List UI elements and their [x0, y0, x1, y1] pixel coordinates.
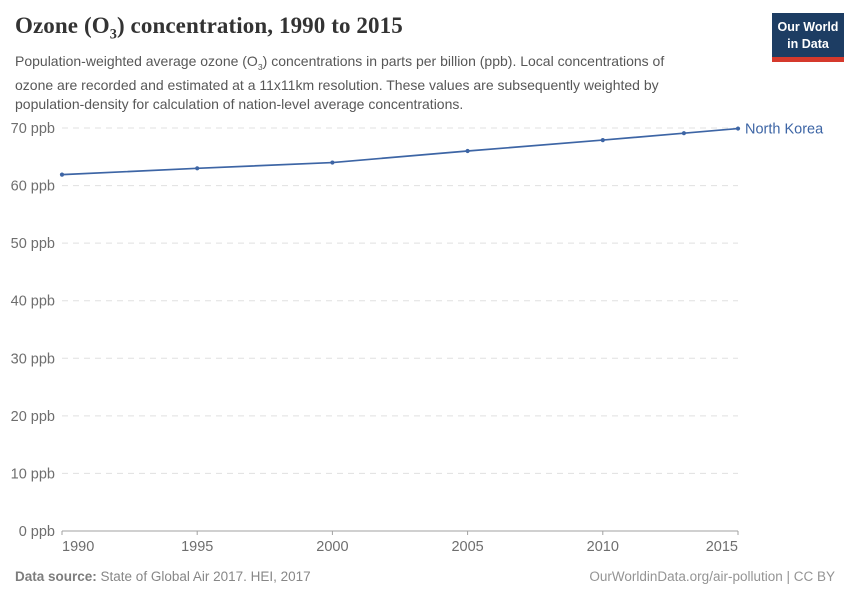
y-tick-label: 10 ppb [11, 466, 55, 482]
y-tick-label: 30 ppb [11, 351, 55, 367]
chart-title: Ozone (O3) concentration, 1990 to 2015 [15, 13, 403, 44]
x-tick-label: 2015 [706, 539, 738, 555]
owid-logo-line1: Our World [777, 20, 839, 34]
x-tick-label: 2005 [451, 539, 483, 555]
owid-logo[interactable]: Our World in Data [772, 13, 844, 62]
data-line[interactable] [61, 127, 739, 176]
y-tick-label: 0 ppb [19, 524, 55, 540]
y-tick-label: 20 ppb [11, 409, 55, 425]
chart-title-suffix: ) concentration, 1990 to 2015 [116, 13, 403, 38]
x-tick-label: 2010 [587, 539, 619, 555]
subtitle-line1-suffix: ) concentrations in parts per billion (p… [262, 53, 665, 69]
y-tick-label: 60 ppb [11, 179, 55, 195]
license-link[interactable]: OurWorldinData.org/air-pollution | CC BY [589, 569, 835, 584]
owid-logo-line2: in Data [787, 36, 829, 51]
chart-subtitle: Population-weighted average ozone (O3) c… [15, 52, 805, 113]
data-point[interactable] [195, 166, 200, 171]
data-point[interactable] [735, 126, 741, 131]
y-tick-label: 40 ppb [11, 294, 55, 310]
data-point[interactable] [681, 131, 687, 136]
data-point[interactable] [465, 148, 470, 154]
x-tick-label: 1990 [62, 539, 94, 555]
x-tick-label: 2000 [316, 539, 348, 555]
subtitle-line1: Population-weighted average ozone (O [15, 53, 258, 69]
line-chart[interactable]: 0 ppb 10 ppb 20 ppb 30 ppb 40 ppb 50 ppb 60 pp… [0, 113, 850, 563]
data-source-note: Data source: State of Global Air 2017. H… [15, 569, 311, 584]
data-source-text: State of Global Air 2017. HEI, 2017 [96, 569, 311, 584]
subtitle-subscript: 3 [257, 61, 263, 72]
subtitle-line2: ozone are recorded and estimated at a 11… [15, 77, 659, 94]
y-tick-label: 50 ppb [11, 236, 55, 252]
subtitle-line3: population-density for calculation of na… [15, 95, 464, 112]
chart-title-text: Ozone (O [15, 13, 110, 38]
chart-title-subscript: 3 [109, 26, 117, 43]
x-tick-label: 1995 [181, 539, 213, 555]
data-point[interactable] [330, 160, 335, 165]
y-tick-label: 70 ppb [11, 121, 55, 137]
data-point[interactable] [600, 137, 605, 143]
data-source-label: Data source: [15, 569, 97, 584]
entity-label[interactable]: North Korea [745, 122, 824, 138]
data-point[interactable] [59, 172, 65, 177]
